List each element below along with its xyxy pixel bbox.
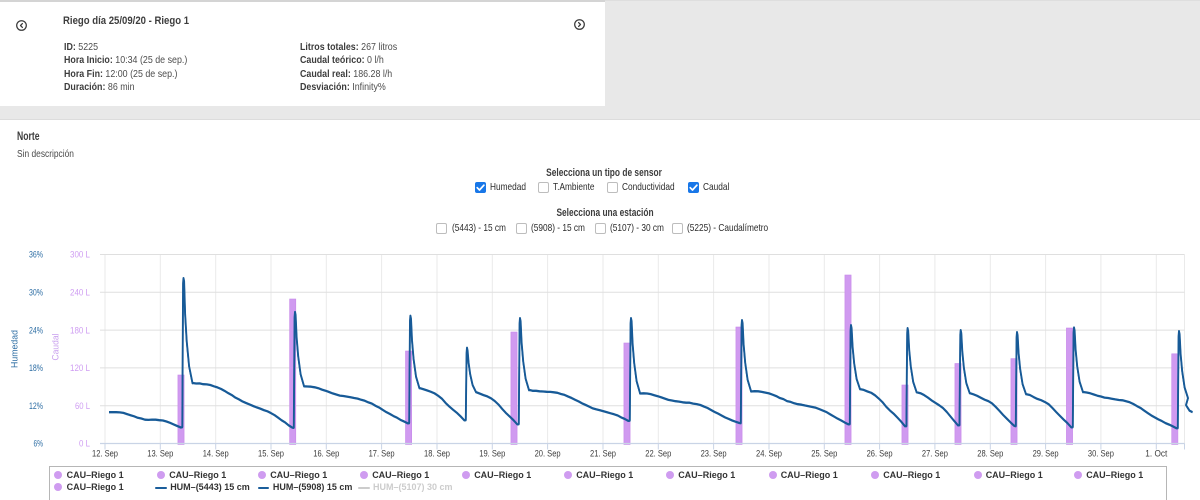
svg-text:13. Sep: 13. Sep [147, 449, 173, 460]
svg-text:12. Sep: 12. Sep [92, 449, 118, 460]
svg-text:24. Sep: 24. Sep [756, 449, 782, 460]
svg-text:22. Sep: 22. Sep [645, 449, 671, 460]
svg-text:25. Sep: 25. Sep [811, 449, 837, 460]
svg-text:29. Sep: 29. Sep [1033, 449, 1059, 460]
svg-text:30%: 30% [29, 288, 43, 299]
svg-text:27. Sep: 27. Sep [922, 449, 948, 460]
svg-text:18. Sep: 18. Sep [424, 449, 450, 460]
svg-text:21. Sep: 21. Sep [590, 449, 616, 460]
svg-text:Caudal: Caudal [51, 334, 62, 361]
svg-text:36%: 36% [29, 250, 43, 261]
svg-text:14. Sep: 14. Sep [203, 449, 229, 460]
svg-text:24%: 24% [29, 325, 43, 336]
svg-text:23. Sep: 23. Sep [701, 449, 727, 460]
svg-text:28. Sep: 28. Sep [977, 449, 1003, 460]
svg-text:19. Sep: 19. Sep [479, 449, 505, 460]
svg-text:180 L: 180 L [70, 325, 90, 336]
svg-text:240 L: 240 L [70, 288, 90, 299]
svg-text:26. Sep: 26. Sep [867, 449, 893, 460]
svg-text:6%: 6% [34, 439, 44, 450]
svg-text:16. Sep: 16. Sep [313, 449, 339, 460]
svg-text:300 L: 300 L [70, 250, 90, 261]
svg-text:1. Oct: 1. Oct [1145, 449, 1167, 460]
svg-text:20. Sep: 20. Sep [535, 449, 561, 460]
svg-text:18%: 18% [29, 363, 43, 374]
svg-text:17. Sep: 17. Sep [369, 449, 395, 460]
svg-text:30. Sep: 30. Sep [1088, 449, 1114, 460]
svg-text:60 L: 60 L [75, 401, 90, 412]
svg-text:15. Sep: 15. Sep [258, 449, 284, 460]
svg-text:0 L: 0 L [79, 439, 90, 450]
svg-text:12%: 12% [29, 401, 43, 412]
svg-text:Humedad: Humedad [10, 330, 21, 368]
svg-text:120 L: 120 L [70, 363, 90, 374]
